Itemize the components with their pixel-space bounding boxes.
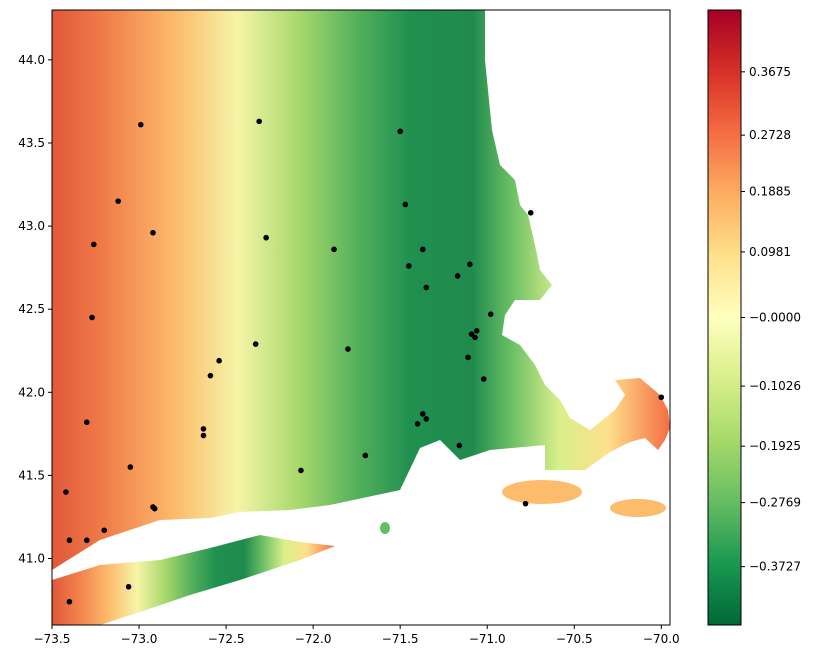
station-point — [527, 209, 534, 216]
mainland-field — [52, 10, 670, 570]
station-point — [150, 229, 156, 236]
x-tick-label: −73.5 — [34, 632, 71, 646]
station-point — [414, 421, 421, 427]
x-tick-label: −70.5 — [556, 632, 593, 646]
station-point — [658, 394, 665, 401]
station-point — [420, 246, 426, 253]
station-point — [125, 583, 132, 590]
plot-area: −73.5 −73.0 −72.5 −72.0 −71.5 −71.0 −70.5 −70.0… — [18, 9, 680, 646]
station-point — [101, 527, 108, 534]
x-tick-label: −71.5 — [382, 632, 419, 646]
station-point — [468, 331, 475, 337]
station-point — [454, 273, 461, 279]
colorbar-tick-label: −0.1925 — [749, 439, 801, 453]
station-point — [89, 314, 95, 321]
station-point — [66, 598, 73, 605]
station-point — [200, 426, 207, 432]
y-axis: 41.0 41.5 42.0 42.5 43.0 43.5 44.0 — [18, 53, 52, 566]
colorbar-tick-label: −0.0000 — [749, 311, 801, 325]
station-point — [84, 537, 90, 544]
y-tick-label: 43.0 — [18, 219, 45, 233]
station-point — [256, 118, 262, 125]
station-point — [467, 261, 473, 268]
station-point — [406, 263, 412, 269]
station-point — [420, 411, 426, 417]
station-point — [522, 500, 529, 507]
x-tick-label: −71.0 — [469, 632, 506, 646]
x-axis: −73.5 −73.0 −72.5 −72.0 −71.5 −71.0 −70.5 −70.0 — [34, 625, 680, 646]
y-tick-label: 42.5 — [18, 302, 45, 316]
long-island-field — [52, 535, 335, 625]
station-point — [115, 198, 121, 204]
colorbar-ticks: 0.3675 0.2728 0.1885 0.0981 −0.0000 −0.1026 −0… — [741, 65, 801, 574]
station-point — [402, 201, 409, 208]
plot-frame — [51, 9, 671, 626]
island-field — [380, 522, 390, 534]
y-tick-label: 41.5 — [18, 468, 45, 482]
station-point — [331, 246, 337, 253]
station-point — [90, 241, 97, 248]
colorbar-tick-label: 0.3675 — [749, 65, 791, 79]
station-point — [397, 128, 403, 135]
colorbar-tick-label: 0.0981 — [749, 245, 791, 259]
station-point — [66, 537, 73, 544]
station-point — [473, 327, 480, 334]
colorbar-tick-label: −0.3727 — [749, 560, 801, 574]
station-point — [63, 489, 69, 495]
station-point — [480, 376, 487, 382]
station-point — [151, 505, 158, 512]
station-point — [200, 432, 207, 439]
field-layer — [52, 10, 670, 625]
y-tick-label: 43.5 — [18, 136, 45, 150]
station-points — [63, 118, 665, 605]
station-point — [465, 354, 471, 361]
colorbar: 0.3675 0.2728 0.1885 0.0981 −0.0000 −0.1026 −0… — [707, 9, 801, 626]
colorbar-tick-label: −0.2769 — [749, 496, 801, 510]
station-point — [298, 467, 304, 474]
y-tick-label: 44.0 — [18, 53, 45, 67]
island-field — [502, 480, 582, 504]
station-point — [137, 121, 144, 128]
station-point — [263, 234, 269, 241]
x-tick-label: −72.0 — [295, 632, 332, 646]
station-point — [472, 334, 478, 341]
y-tick-label: 42.0 — [18, 385, 45, 399]
island-field — [610, 499, 666, 517]
x-tick-label: −70.0 — [643, 632, 680, 646]
y-tick-label: 41.0 — [18, 552, 45, 566]
station-point — [362, 452, 369, 459]
colorbar-tick-label: 0.1885 — [749, 184, 791, 198]
x-tick-label: −72.5 — [208, 632, 245, 646]
colorbar-gradient — [707, 9, 742, 626]
colorbar-tick-label: 0.2728 — [749, 128, 791, 142]
station-point — [487, 311, 494, 317]
station-point — [423, 284, 430, 291]
station-point — [423, 416, 430, 422]
station-point — [127, 464, 134, 470]
station-point — [207, 372, 214, 379]
station-point — [252, 341, 259, 347]
station-point — [216, 357, 222, 364]
colorbar-tick-label: −0.1026 — [749, 379, 801, 393]
station-point — [345, 346, 351, 352]
station-point — [84, 419, 90, 426]
x-tick-label: −73.0 — [121, 632, 158, 646]
station-point — [456, 442, 463, 449]
